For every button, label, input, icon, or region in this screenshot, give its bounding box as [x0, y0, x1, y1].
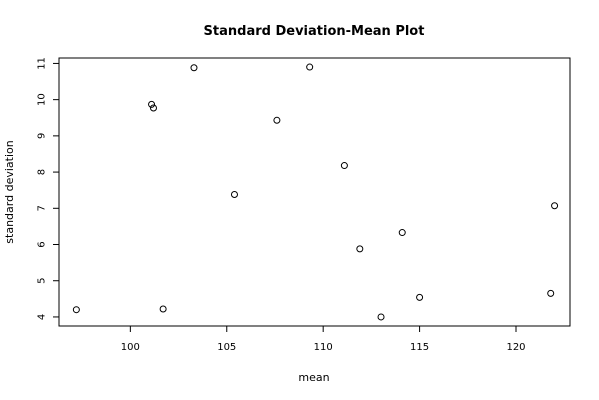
data-point [159, 305, 167, 313]
data-point [416, 293, 424, 301]
x-axis-label: mean [298, 371, 329, 384]
data-point [149, 104, 157, 112]
x-tick-label: 105 [217, 342, 236, 353]
data-point [148, 100, 156, 108]
data-point [356, 245, 364, 253]
y-tick-label: 6 [37, 241, 48, 247]
x-tick-label: 100 [121, 342, 140, 353]
data-point [273, 116, 281, 124]
y-tick-label: 4 [37, 314, 48, 320]
y-axis-label: standard deviation [3, 140, 16, 243]
y-tick-label: 11 [37, 57, 48, 70]
x-tick-label: 120 [506, 342, 525, 353]
data-point [547, 289, 555, 297]
x-axis: 100 105 110 115 120 [121, 325, 526, 353]
data-point [377, 313, 385, 321]
data-point [72, 306, 80, 314]
y-tick-label: 8 [37, 169, 48, 175]
data-point [398, 229, 406, 237]
data-point [340, 162, 348, 170]
x-tick-label: 115 [410, 342, 429, 353]
plot-frame [58, 57, 571, 327]
data-points [72, 63, 559, 321]
data-point [190, 64, 198, 72]
data-point [551, 202, 559, 210]
y-axis: 4 5 6 7 8 9 10 11 [37, 57, 60, 320]
data-point [306, 63, 314, 71]
y-tick-label: 5 [37, 278, 48, 284]
x-tick-label: 110 [314, 342, 333, 353]
y-tick-label: 7 [37, 205, 48, 211]
data-point [230, 191, 238, 199]
chart-title: Standard Deviation-Mean Plot [204, 24, 425, 39]
y-tick-label: 9 [37, 133, 48, 139]
y-tick-label: 10 [37, 93, 48, 106]
